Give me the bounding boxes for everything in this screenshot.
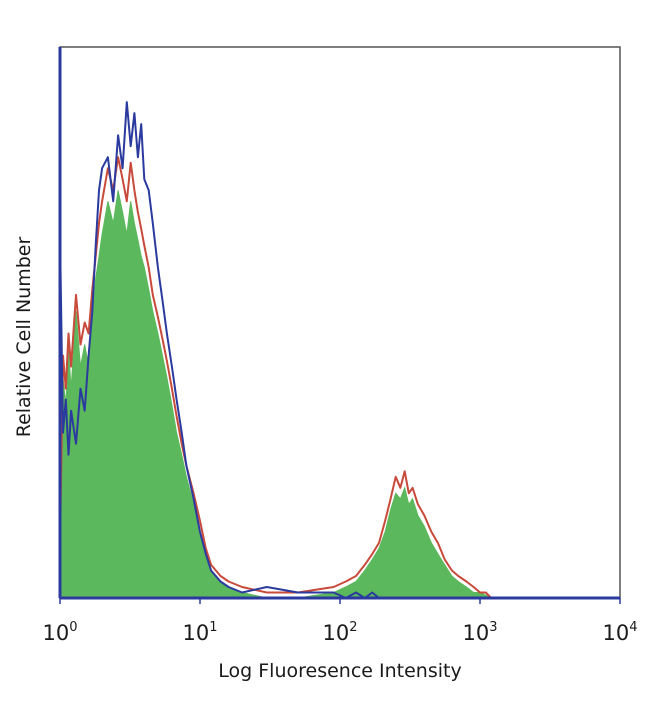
y-axis-title: Relative Cell Number [13, 237, 35, 438]
x-tick-label: 102 [322, 620, 357, 645]
series-filled-histogram [59, 190, 492, 599]
x-tick-label: 104 [602, 620, 637, 645]
series-layer [59, 101, 492, 599]
x-tick-label: 101 [182, 620, 217, 645]
series-line-red [59, 156, 492, 599]
x-tick-layer: 100 101 102 103 104 [42, 598, 638, 645]
series-line-blue [59, 101, 386, 599]
x-tick-label: 103 [462, 620, 497, 645]
x-axis-title: Log Fluoresence Intensity [218, 660, 461, 682]
x-tick-label: 100 [42, 620, 77, 645]
